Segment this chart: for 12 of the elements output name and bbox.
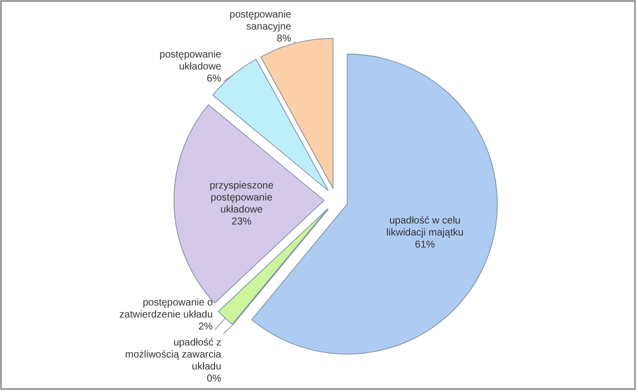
slice-label: przyspieszone postępowanie układowe <box>210 180 274 216</box>
legend-label: upadłość z możliwością zawarcia układu <box>125 338 222 373</box>
data-label: 61% <box>414 240 436 251</box>
text: 0% <box>206 374 222 385</box>
data-label: 8% <box>276 33 292 44</box>
slice-label: postępowanie układowe <box>160 49 222 72</box>
slice-label: upadłość w celu likwidacji majątku <box>386 216 464 239</box>
slice-label: postępowanie sanacyjne <box>230 9 292 32</box>
slice-label: postępowanie o zatwierdzenie układu <box>119 298 214 321</box>
data-label: 23% <box>232 216 252 228</box>
data-label: 6% <box>206 73 222 84</box>
data-label: 2% <box>198 322 213 333</box>
